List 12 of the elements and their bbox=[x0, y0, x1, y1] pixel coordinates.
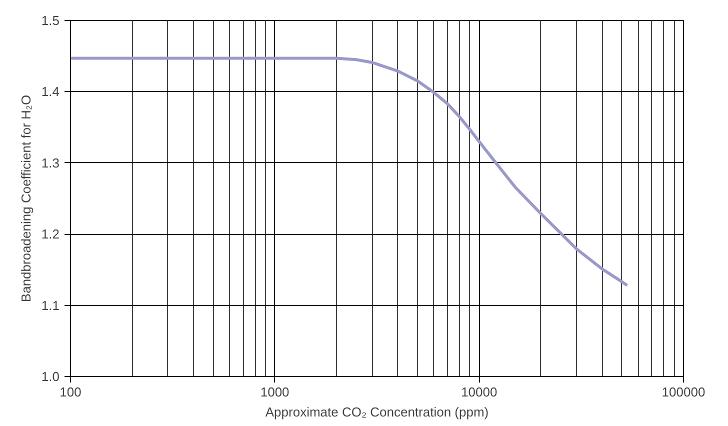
x-axis-title: Approximate CO₂ Concentration (ppm) bbox=[265, 404, 489, 420]
y-tick-label: 1.3 bbox=[41, 155, 60, 170]
y-tick-label: 1.0 bbox=[41, 369, 60, 384]
x-tick-label: 10000 bbox=[461, 384, 498, 400]
y-axis-title: Bandbroadening Coefficient for H₂O bbox=[18, 94, 34, 302]
y-tick-label: 1.2 bbox=[41, 226, 60, 242]
x-tick-label: 1000 bbox=[260, 384, 290, 400]
y-tick-label: 1.5 bbox=[41, 13, 60, 28]
x-tick-label: 100000 bbox=[662, 384, 706, 400]
x-tick-label: 100 bbox=[60, 384, 82, 400]
y-tick-label: 1.1 bbox=[41, 298, 60, 313]
y-tick-label: 1.4 bbox=[41, 84, 60, 100]
